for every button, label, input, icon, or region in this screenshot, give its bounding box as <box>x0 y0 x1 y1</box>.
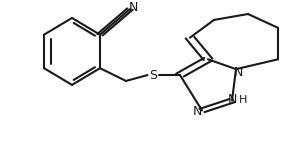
Text: N: N <box>193 105 202 118</box>
Text: N: N <box>228 93 237 106</box>
Text: N: N <box>233 66 243 79</box>
Text: S: S <box>149 69 157 82</box>
Text: H: H <box>239 95 247 105</box>
Text: N: N <box>129 1 138 14</box>
